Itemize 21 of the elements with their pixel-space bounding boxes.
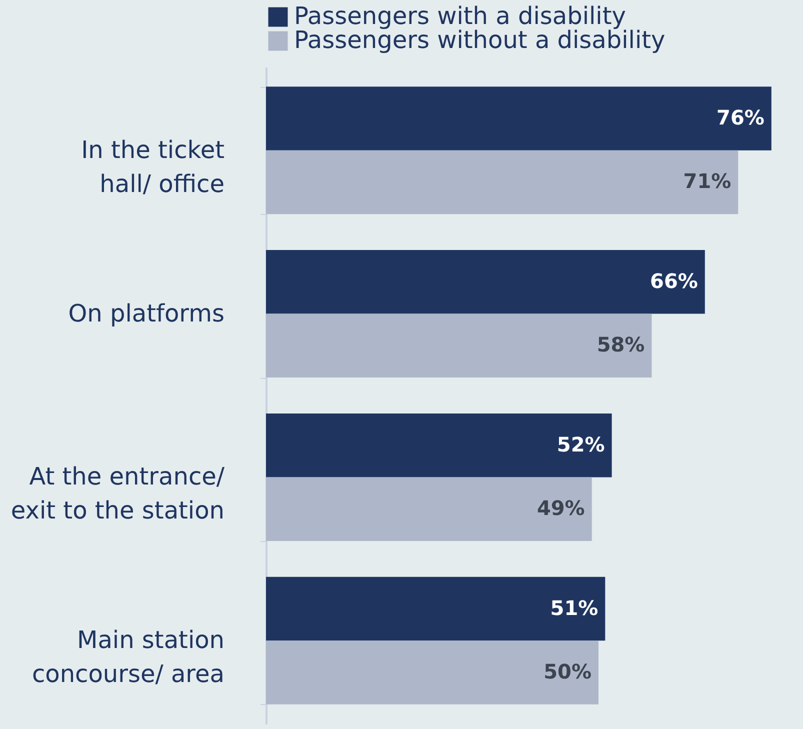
data-label: 76%: [716, 105, 764, 130]
y-tick-label: In the ticket hall/ office: [81, 136, 224, 198]
bar: [266, 250, 705, 314]
data-label: 71%: [683, 169, 732, 194]
bar: [266, 86, 772, 150]
y-tick-label: Main station concourse/ area: [32, 626, 224, 688]
data-label: 51%: [550, 596, 598, 620]
y-tick-label: On platforms: [68, 299, 224, 328]
data-label: 49%: [536, 496, 585, 520]
bar: [266, 413, 612, 478]
data-label: 66%: [650, 268, 698, 293]
y-tick-label: At the entrance/ exit to the station: [10, 462, 226, 525]
bar: [266, 314, 652, 378]
bar: [266, 640, 598, 704]
data-label: 50%: [544, 660, 592, 684]
data-label: 52%: [556, 432, 605, 456]
data-label: 58%: [596, 332, 645, 357]
bar: [266, 477, 592, 541]
legend-label: Passengers with a disability: [294, 2, 626, 30]
bar: [266, 150, 738, 214]
bar: [266, 576, 606, 641]
